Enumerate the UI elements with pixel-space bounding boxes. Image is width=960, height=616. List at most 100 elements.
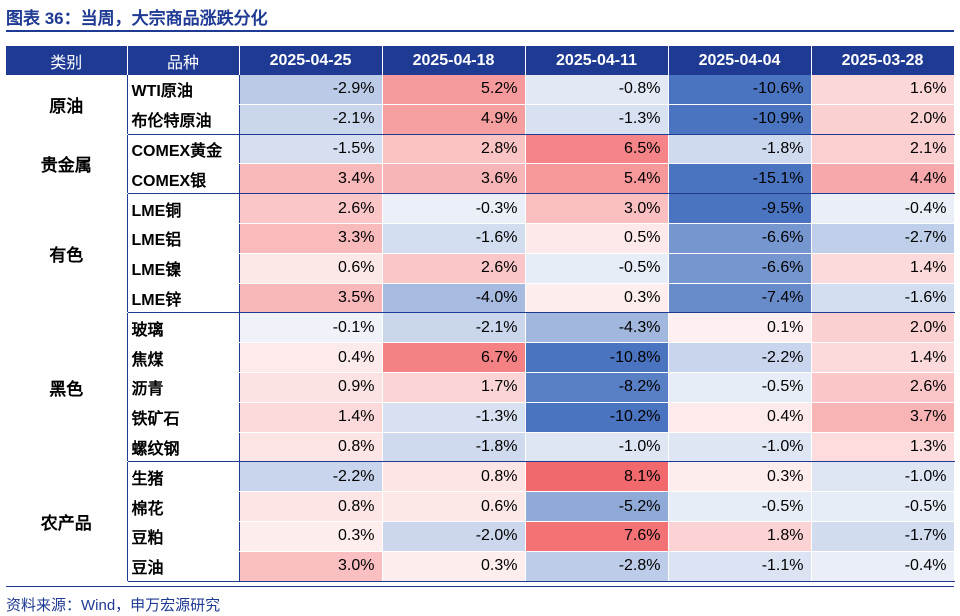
value-cell: 0.9% — [239, 372, 383, 403]
value-cell: 3.0% — [239, 551, 383, 582]
category-cell: 有色 — [6, 193, 128, 314]
value-cell: -2.2% — [668, 342, 812, 373]
product-cell: 豆油 — [127, 551, 240, 582]
category-cell: 农产品 — [6, 461, 128, 582]
product-cell: 焦煤 — [127, 342, 240, 373]
title-divider — [6, 30, 954, 32]
table-row: LME锌 3.5% -4.0% 0.3% -7.4% -1.6% — [6, 283, 955, 314]
value-cell: -1.3% — [525, 104, 669, 135]
value-cell: -2.9% — [239, 75, 383, 105]
value-cell: 4.4% — [811, 163, 955, 195]
product-cell: 铁矿石 — [127, 402, 240, 433]
table-body: 原油 WTI原油 -2.9% 5.2% -0.8% -10.6% 1.6% 布伦特原油 -2.1… — [6, 75, 955, 582]
value-cell: -1.0% — [525, 432, 669, 463]
value-cell: -0.5% — [525, 253, 669, 284]
product-cell: WTI原油 — [127, 75, 240, 105]
table-row: 黑色 玻璃 -0.1% -2.1% -4.3% 0.1% 2.0% — [6, 312, 955, 463]
table-row: 焦煤 0.4% 6.7% -10.8% -2.2% 1.4% — [6, 342, 955, 373]
value-cell: 3.4% — [239, 163, 383, 195]
value-cell: -2.8% — [525, 551, 669, 582]
value-cell: -1.6% — [382, 223, 526, 254]
product-cell: COMEX黄金 — [127, 134, 240, 165]
category-cell: 原油 — [6, 75, 128, 135]
value-cell: 3.5% — [239, 283, 383, 314]
value-cell: -10.8% — [525, 342, 669, 373]
value-cell: 2.6% — [239, 193, 383, 224]
product-cell: LME锌 — [127, 283, 240, 314]
table-row: 农产品 生猪 -2.2% 0.8% 8.1% 0.3% -1.0% — [6, 461, 955, 582]
value-cell: -4.3% — [525, 312, 669, 344]
value-cell: 1.3% — [811, 432, 955, 463]
value-cell: -1.6% — [811, 283, 955, 314]
value-cell: 7.6% — [525, 521, 669, 552]
product-cell: LME铜 — [127, 193, 240, 224]
value-cell: 0.8% — [239, 491, 383, 522]
product-cell: LME铝 — [127, 223, 240, 254]
category-cell: 贵金属 — [6, 134, 128, 195]
table-row: 贵金属 COMEX黄金 -1.5% 2.8% 6.5% -1.8% 2.1% — [6, 134, 955, 195]
value-cell: -1.1% — [668, 551, 812, 582]
value-cell: -1.8% — [382, 432, 526, 463]
value-cell: -6.6% — [668, 223, 812, 254]
table-row: 豆粕 0.3% -2.0% 7.6% 1.8% -1.7% — [6, 521, 955, 552]
value-cell: 3.7% — [811, 402, 955, 433]
value-cell: 2.0% — [811, 312, 955, 344]
header-row: 类别 品种 2025-04-25 2025-04-18 2025-04-11 2… — [6, 46, 955, 75]
value-cell: 2.6% — [811, 372, 955, 403]
product-cell: 玻璃 — [127, 312, 240, 344]
table-row: 布伦特原油 -2.1% 4.9% -1.3% -10.9% 2.0% — [6, 104, 955, 135]
header-date-5: 2025-03-28 — [811, 46, 955, 75]
header-product: 品种 — [127, 46, 240, 75]
bottom-divider — [6, 586, 954, 587]
value-cell: 3.0% — [525, 193, 669, 224]
value-cell: -0.5% — [668, 372, 812, 403]
value-cell: -10.9% — [668, 104, 812, 135]
value-cell: -15.1% — [668, 163, 812, 195]
value-cell: 0.3% — [382, 551, 526, 582]
value-cell: 6.5% — [525, 134, 669, 165]
value-cell: 3.6% — [382, 163, 526, 195]
value-cell: 1.4% — [239, 402, 383, 433]
value-cell: 0.1% — [668, 312, 812, 344]
value-cell: -0.5% — [668, 491, 812, 522]
table-row: COMEX银 3.4% 3.6% 5.4% -15.1% 4.4% — [6, 163, 955, 195]
value-cell: 0.4% — [668, 402, 812, 433]
value-cell: 5.4% — [525, 163, 669, 195]
value-cell: 2.0% — [811, 104, 955, 135]
product-cell: LME镍 — [127, 253, 240, 284]
value-cell: 1.6% — [811, 75, 955, 105]
value-cell: 1.7% — [382, 372, 526, 403]
value-cell: 2.6% — [382, 253, 526, 284]
value-cell: 6.7% — [382, 342, 526, 373]
product-cell: 豆粕 — [127, 521, 240, 552]
table-row: 豆油 3.0% 0.3% -2.8% -1.1% -0.4% — [6, 551, 955, 582]
value-cell: 0.8% — [382, 461, 526, 493]
value-cell: -0.1% — [239, 312, 383, 344]
value-cell: -1.0% — [811, 461, 955, 493]
value-cell: -1.5% — [239, 134, 383, 165]
value-cell: -9.5% — [668, 193, 812, 224]
value-cell: 1.4% — [811, 253, 955, 284]
value-cell: 0.5% — [525, 223, 669, 254]
value-cell: -5.2% — [525, 491, 669, 522]
value-cell: 0.6% — [382, 491, 526, 522]
table-row: LME镍 0.6% 2.6% -0.5% -6.6% 1.4% — [6, 253, 955, 284]
table-row: 铁矿石 1.4% -1.3% -10.2% 0.4% 3.7% — [6, 402, 955, 433]
value-cell: -2.1% — [239, 104, 383, 135]
value-cell: -7.4% — [668, 283, 812, 314]
value-cell: -0.8% — [525, 75, 669, 105]
value-cell: -0.4% — [811, 551, 955, 582]
header-date-2: 2025-04-18 — [382, 46, 526, 75]
product-cell: 生猪 — [127, 461, 240, 493]
value-cell: -2.2% — [239, 461, 383, 493]
value-cell: -0.4% — [811, 193, 955, 224]
value-cell: 3.3% — [239, 223, 383, 254]
table-row: 螺纹钢 0.8% -1.8% -1.0% -1.0% 1.3% — [6, 432, 955, 463]
header-date-1: 2025-04-25 — [239, 46, 383, 75]
table-row: 沥青 0.9% 1.7% -8.2% -0.5% 2.6% — [6, 372, 955, 403]
value-cell: -1.0% — [668, 432, 812, 463]
value-cell: -2.1% — [382, 312, 526, 344]
product-cell: 螺纹钢 — [127, 432, 240, 463]
table-row: LME铝 3.3% -1.6% 0.5% -6.6% -2.7% — [6, 223, 955, 254]
commodity-change-table: 类别 品种 2025-04-25 2025-04-18 2025-04-11 2… — [6, 46, 955, 582]
